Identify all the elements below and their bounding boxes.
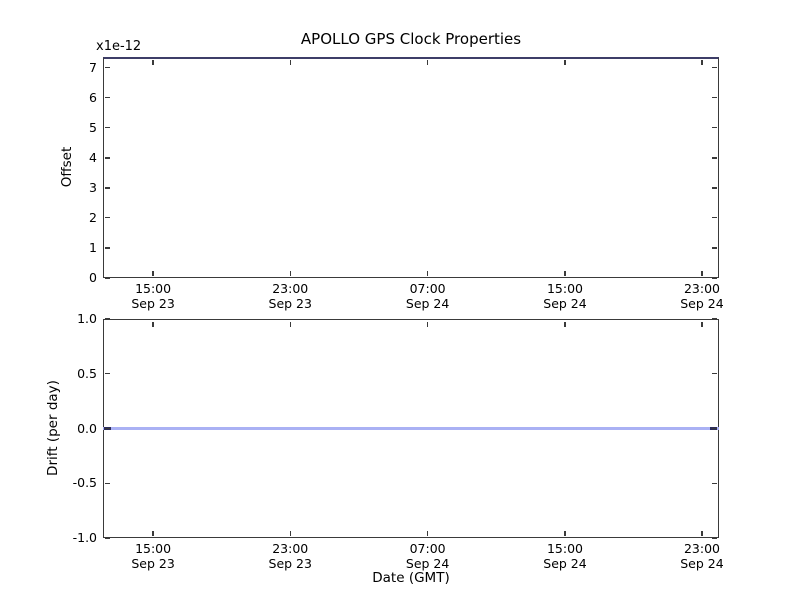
offset-plot-area [103,57,719,278]
x-tick-label: 15:00 Sep 24 [543,281,587,311]
x-tick-mark [152,271,154,277]
x-tick-label: 23:00 Sep 24 [680,541,724,571]
x-tick-label: 23:00 Sep 24 [680,281,724,311]
x-tick-mark [289,60,291,66]
y-tick-mark [105,157,110,159]
y-tick-label: 6 [89,89,97,105]
y-tick-label: 0 [89,270,97,285]
y-tick-label: -0.5 [72,475,97,491]
y-tick-mark [712,96,717,99]
x-tick-mark [152,531,154,537]
y-tick-mark [712,247,717,249]
x-tick-mark [564,321,566,327]
y-tick-label: 1 [89,240,97,255]
y-tick-mark [712,157,717,159]
y-tick-label: 1.0 [77,311,97,326]
y-tick-label: 7 [89,59,97,75]
y-tick-label: 2 [89,209,97,225]
x-tick-mark [426,271,429,277]
y-tick-mark [712,537,717,539]
y-tick-mark [105,247,110,249]
y-tick-mark [712,427,717,430]
offset-scale-label: x1e-12 [96,39,142,54]
y-tick-label: 3 [89,179,97,195]
x-tick-mark [701,60,703,66]
x-tick-label: 23:00 Sep 23 [268,541,312,571]
y-tick-mark [712,318,717,320]
x-tick-label: 07:00 Sep 24 [405,541,450,571]
y-tick-label: -1.0 [72,530,97,545]
x-tick-mark [564,531,566,537]
y-tick-mark [105,427,110,430]
y-tick-mark [105,482,110,484]
y-tick-mark [105,277,110,279]
x-tick-mark [289,321,291,327]
y-tick-label: 0.0 [77,420,97,436]
x-tick-mark [426,531,429,537]
x-tick-mark [701,531,703,537]
y-tick-mark [712,217,717,219]
y-tick-mark [105,537,110,539]
x-tick-label: 23:00 Sep 23 [268,281,312,311]
x-tick-label: 15:00 Sep 23 [131,281,175,311]
y-tick-mark [105,373,110,375]
y-tick-label: 0.5 [77,365,97,381]
x-tick-mark [289,271,291,277]
x-tick-mark [564,271,566,277]
y-tick-mark [712,187,717,189]
drift-zero-line [103,427,719,430]
x-tick-label: 15:00 Sep 24 [543,541,587,571]
x-tick-mark [426,321,429,327]
x-tick-mark [152,321,154,327]
x-tick-label: 15:00 Sep 23 [131,541,175,571]
y-tick-label: 4 [89,149,97,165]
y-tick-mark [105,96,110,99]
y-tick-mark [712,277,717,279]
x-tick-mark [701,271,703,277]
y-tick-mark [105,66,110,69]
y-tick-mark [105,126,110,129]
y-tick-mark [105,217,110,219]
xlabel: Date (GMT) [372,570,450,586]
y-tick-mark [712,66,717,69]
y-tick-mark [712,373,717,375]
y-tick-mark [105,318,110,320]
x-tick-label: 07:00 Sep 24 [405,281,450,311]
y-tick-mark [712,126,717,129]
y-tick-mark [712,482,717,484]
x-tick-mark [564,60,566,66]
y-tick-mark [105,187,110,189]
y-tick-label: 5 [89,119,97,135]
x-tick-mark [289,531,291,537]
x-tick-mark [152,60,154,66]
chart-title: APOLLO GPS Clock Properties [300,30,522,48]
x-tick-mark [701,321,703,327]
x-tick-mark [426,60,429,66]
